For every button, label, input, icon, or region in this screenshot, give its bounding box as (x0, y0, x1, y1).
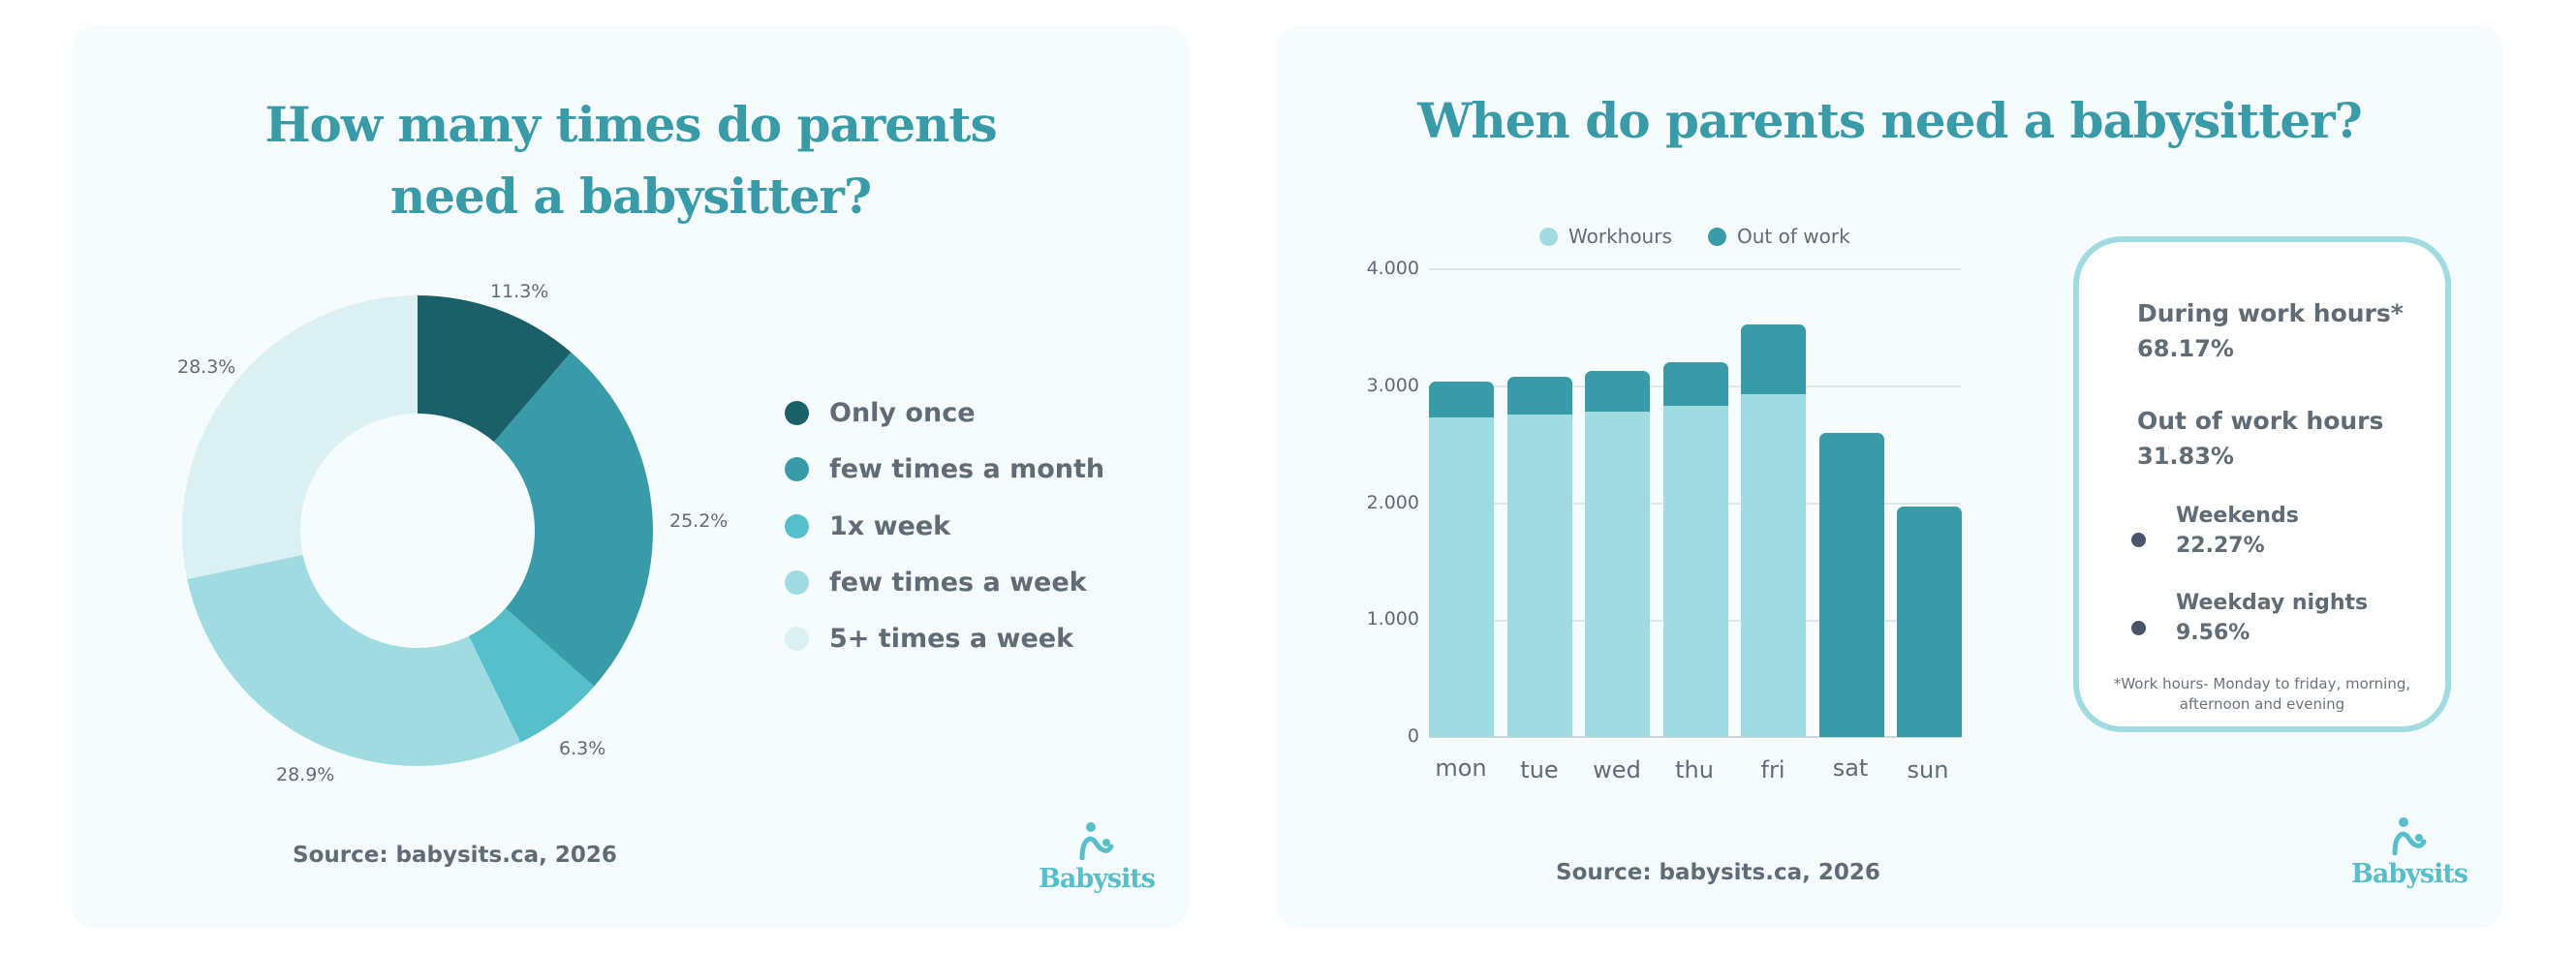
weekends-value: 22.27% (2176, 534, 2265, 558)
y-tick: 4.000 (1366, 258, 1419, 279)
legend-dot-icon (785, 456, 809, 481)
bar-tue-workhours (1506, 415, 1572, 737)
legend-label: Workhours (1568, 225, 1672, 248)
donut-slice-five-plus (181, 294, 418, 580)
legend-dot-icon (1708, 227, 1726, 246)
legend-label: few times a week (829, 567, 1087, 598)
babysits-logo-icon (2392, 817, 2427, 856)
y-tick: 1.000 (1366, 608, 1419, 630)
bar-mon-workhours (1429, 417, 1494, 737)
x-tick: wed (1593, 756, 1641, 784)
bar-sun-out-of-work (1897, 507, 1962, 737)
legend-dot-icon (785, 626, 809, 651)
donut-slice-one-week (468, 608, 595, 743)
logo-text: Babysits (2351, 859, 2468, 889)
bar-wed-workhours (1585, 412, 1650, 737)
donut-slice-few-month (493, 352, 653, 687)
logo-text: Babysits (1039, 864, 1156, 894)
legend-item-few-month: few times a month (785, 449, 1104, 488)
legend-label: 1x week (829, 510, 951, 541)
bullet-icon (2131, 621, 2146, 635)
bar-thu-out-of-work (1662, 362, 1728, 406)
x-tick: sat (1832, 754, 1869, 782)
bar-wed-out-of-work (1585, 371, 1650, 412)
legend-label: Out of work (1737, 225, 1850, 248)
babysits-logo: Babysits (2351, 816, 2468, 889)
slice-label-only-once: 11.3% (490, 281, 549, 302)
during-work-hours-label: During work hours* (2137, 299, 2404, 327)
during-work-hours-value: 68.17% (2137, 335, 2234, 362)
bar-tue-out-of-work (1506, 377, 1572, 415)
legend-item-one-week: 1x week (785, 507, 950, 545)
source-text: Source: babysits.ca, 2026 (293, 843, 617, 868)
x-tick: sun (1907, 756, 1949, 784)
bullet-icon (2131, 533, 2146, 547)
x-tick: fri (1760, 756, 1785, 784)
legend-label: Only once (829, 397, 976, 428)
bar-fri-out-of-work (1741, 324, 1806, 394)
bar-fri-workhours (1741, 394, 1806, 737)
x-axis-line (1429, 736, 1961, 738)
slice-label-few-month: 25.2% (669, 510, 729, 532)
bar-chart-title: When do parents need a babysitter? (1417, 92, 2363, 149)
bar-thu-workhours (1662, 406, 1728, 737)
legend-dot-icon (785, 400, 809, 425)
weekday-nights-label: Weekday nights (2176, 591, 2369, 615)
out-of-work-hours-value: 31.83% (2137, 443, 2234, 470)
bar-sat-out-of-work (1818, 433, 1884, 737)
legend-item-few-week: few times a week (785, 563, 1087, 601)
x-tick: tue (1520, 756, 1559, 784)
slice-label-few-week: 28.9% (276, 764, 335, 785)
slice-label-five-plus: 28.3% (177, 356, 236, 378)
legend-item-five-plus: 5+ times a week (785, 619, 1073, 658)
title-line-1: How many times do parents (264, 96, 997, 153)
weekday-nights-value: 9.56% (2176, 621, 2250, 645)
title-line-2: need a babysitter? (389, 168, 872, 225)
legend-dot-icon (785, 513, 809, 538)
out-of-work-hours-label: Out of work hours (2137, 407, 2384, 435)
legend-item-out-of-work: Out of work (1708, 225, 1850, 248)
y-tick: 3.000 (1366, 375, 1419, 396)
source-text: Source: babysits.ca, 2026 (1556, 860, 1880, 885)
footnote-line-1: *Work hours- Monday to friday, morning, (2113, 675, 2411, 692)
legend-item-workhours: Workhours (1539, 225, 1672, 248)
slice-label-one-week: 6.3% (559, 738, 606, 759)
x-tick: thu (1675, 756, 1714, 784)
legend-label: 5+ times a week (829, 623, 1074, 654)
donut-slice-only-once (418, 295, 572, 443)
babysits-logo-icon (1079, 822, 1114, 861)
legend-item-only-once: Only once (785, 393, 976, 432)
donut-chart-title: How many times do parents need a babysit… (72, 89, 1190, 232)
weekends-label: Weekends (2176, 504, 2299, 528)
x-tick: mon (1435, 754, 1487, 782)
gridline (1429, 268, 1961, 270)
footnote-line-2: afternoon and evening (2179, 695, 2345, 713)
summary-box: During work hours* 68.17% Out of work ho… (2073, 236, 2451, 732)
babysits-logo: Babysits (1039, 821, 1156, 894)
donut-slice-few-week (187, 554, 521, 766)
y-tick: 0 (1407, 725, 1419, 747)
legend-dot-icon (1539, 227, 1558, 246)
bar-mon-out-of-work (1429, 382, 1494, 417)
legend-dot-icon (785, 569, 809, 595)
y-tick: 2.000 (1366, 492, 1419, 513)
legend-label: few times a month (829, 453, 1105, 484)
